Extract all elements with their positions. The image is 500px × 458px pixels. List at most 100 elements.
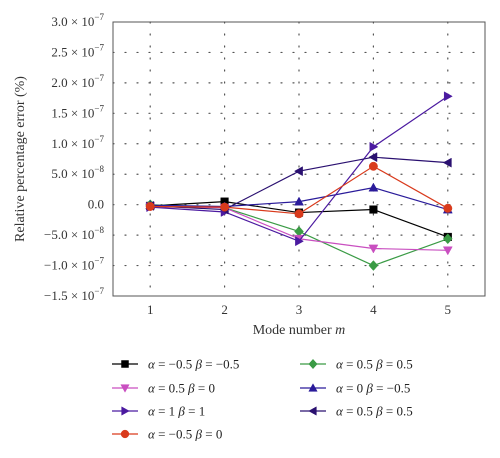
grid	[112, 21, 486, 297]
y-tick-mantissa: 3.0 × 10	[51, 14, 94, 29]
legend-label-part: β	[365, 381, 373, 396]
legend-label-part: β	[375, 404, 383, 419]
legend-label: α = −0.5 β = 0	[148, 427, 222, 442]
legend-label-part: = 0	[195, 381, 215, 396]
y-tick-mantissa: 5.0 × 10	[51, 166, 94, 181]
legend-label-part: β	[375, 357, 383, 372]
legend-label-part: = 1	[185, 404, 205, 419]
y-tick-label: −5.0 × 10−8	[44, 225, 104, 242]
y-tick-exponent: −7	[94, 42, 104, 52]
legend-item: α = −0.5 β = 0	[112, 427, 222, 442]
legend-label-part: = 0.5	[343, 357, 376, 372]
y-tick-label: 0.0	[88, 197, 104, 212]
y-tick-label: 3.0 × 10−7	[51, 12, 104, 29]
y-tick-label: 1.0 × 10−7	[51, 134, 104, 151]
legend-label-part: = 0.5	[343, 404, 376, 419]
y-tick-mantissa: −5.0 × 10	[44, 227, 94, 242]
data-point	[442, 233, 453, 245]
data-point	[442, 157, 452, 168]
legend-swatch-marker	[120, 384, 130, 393]
data-point	[368, 182, 379, 192]
data-point	[443, 203, 453, 213]
y-tick-exponent: −7	[94, 134, 104, 144]
x-tick-labels: 1 2 3 4 5	[147, 302, 451, 317]
legend-label: α = 0 β = −0.5	[336, 381, 410, 396]
legend-swatch-marker	[308, 358, 318, 370]
data-point	[368, 152, 378, 163]
x-tick-label: 2	[221, 302, 228, 317]
y-tick-mantissa: 2.0 × 10	[51, 75, 94, 90]
legend-label-part: = 0	[343, 381, 367, 396]
series-group	[145, 91, 453, 271]
legend-label-part: = −0.5	[155, 357, 196, 372]
legend-label-part: β	[187, 381, 195, 396]
data-point	[295, 236, 305, 247]
y-tick-label: 2.5 × 10−7	[51, 42, 104, 59]
y-tick-mantissa: 0.0	[88, 197, 104, 212]
legend-label-part: α	[148, 381, 156, 396]
data-point	[368, 161, 378, 171]
legend-label: α = 0.5 β = 0.5	[336, 357, 413, 372]
y-tick-exponent: −7	[94, 12, 104, 22]
legend-label-part: = 0	[202, 427, 222, 442]
legend-item: α = −0.5 β = −0.5	[112, 357, 239, 372]
y-tick-mantissa: 2.5 × 10	[51, 44, 94, 59]
y-tick-exponent: −8	[94, 164, 104, 174]
data-point	[368, 260, 379, 271]
y-tick-exponent: −7	[94, 286, 104, 296]
data-point	[443, 91, 453, 102]
legend-item: α = 0.5 β = 0.5	[300, 357, 413, 372]
legend-item: α = 0.5 β = 0.5	[300, 404, 413, 419]
y-tick-exponent: −7	[94, 256, 104, 266]
data-point	[294, 209, 304, 219]
legend-label-part: = 0.5	[383, 404, 413, 419]
y-tick-mantissa: 1.5 × 10	[51, 105, 94, 120]
data-point	[368, 244, 379, 254]
legend-label-part: α	[148, 357, 156, 372]
legend-item: α = 0.5 β = 0	[112, 381, 215, 396]
y-tick-labels: 3.0 × 10−72.5 × 10−72.0 × 10−71.5 × 10−7…	[44, 12, 104, 303]
legend: α = −0.5 β = −0.5 α = 0.5 β = 0.5α = 0.5 …	[112, 357, 413, 442]
x-tick-label: 5	[445, 302, 452, 317]
legend-label-part: = −0.5	[373, 381, 410, 396]
legend-label-part: α	[336, 381, 344, 396]
y-tick-label: 1.5 × 10−7	[51, 103, 104, 120]
y-tick-exponent: −8	[94, 225, 104, 235]
legend-swatch-marker	[308, 406, 317, 416]
x-axis-label: Mode number m	[253, 323, 346, 338]
legend-swatch-marker	[308, 383, 318, 392]
legend-label-part: = 0.5	[155, 381, 188, 396]
legend-label: α = 0.5 β = 0.5	[336, 404, 413, 419]
legend-label: α = 1 β = 1	[148, 404, 205, 419]
data-point	[293, 166, 303, 177]
data-point	[369, 141, 379, 152]
legend-label-part: α	[148, 427, 156, 442]
legend-item: α = 1 β = 1	[112, 404, 205, 419]
y-tick-label: −1.0 × 10−7	[44, 256, 104, 273]
data-point	[442, 246, 453, 256]
y-tick-label: 2.0 × 10−7	[51, 73, 104, 90]
data-point	[294, 196, 304, 206]
legend-label-part: = −0.5	[155, 427, 196, 442]
y-tick-label: 5.0 × 10−8	[51, 164, 104, 181]
x-axis-label-text: Mode number	[253, 323, 335, 338]
legend-swatch-marker	[121, 406, 130, 416]
legend-swatch-marker	[121, 360, 129, 368]
data-point	[145, 202, 155, 211]
legend-swatch-marker	[120, 429, 130, 439]
y-tick-exponent: −7	[94, 73, 104, 83]
legend-label-part: β	[195, 357, 203, 372]
legend-label-part: = 1	[155, 404, 179, 419]
legend-item: α = 0 β = −0.5	[300, 381, 410, 396]
legend-label: α = −0.5 β = −0.5	[148, 357, 239, 372]
x-tick-label: 1	[147, 302, 154, 317]
y-tick-mantissa: 1.0 × 10	[51, 136, 94, 151]
series-6	[145, 161, 453, 219]
legend-label-part: α	[336, 357, 344, 372]
legend-label-part: α	[336, 404, 344, 419]
legend-label-part: = 0.5	[383, 357, 413, 372]
y-tick-label: −1.5 × 10−7	[44, 286, 104, 303]
legend-label-part: = −0.5	[202, 357, 239, 372]
x-tick-label: 4	[370, 302, 377, 317]
